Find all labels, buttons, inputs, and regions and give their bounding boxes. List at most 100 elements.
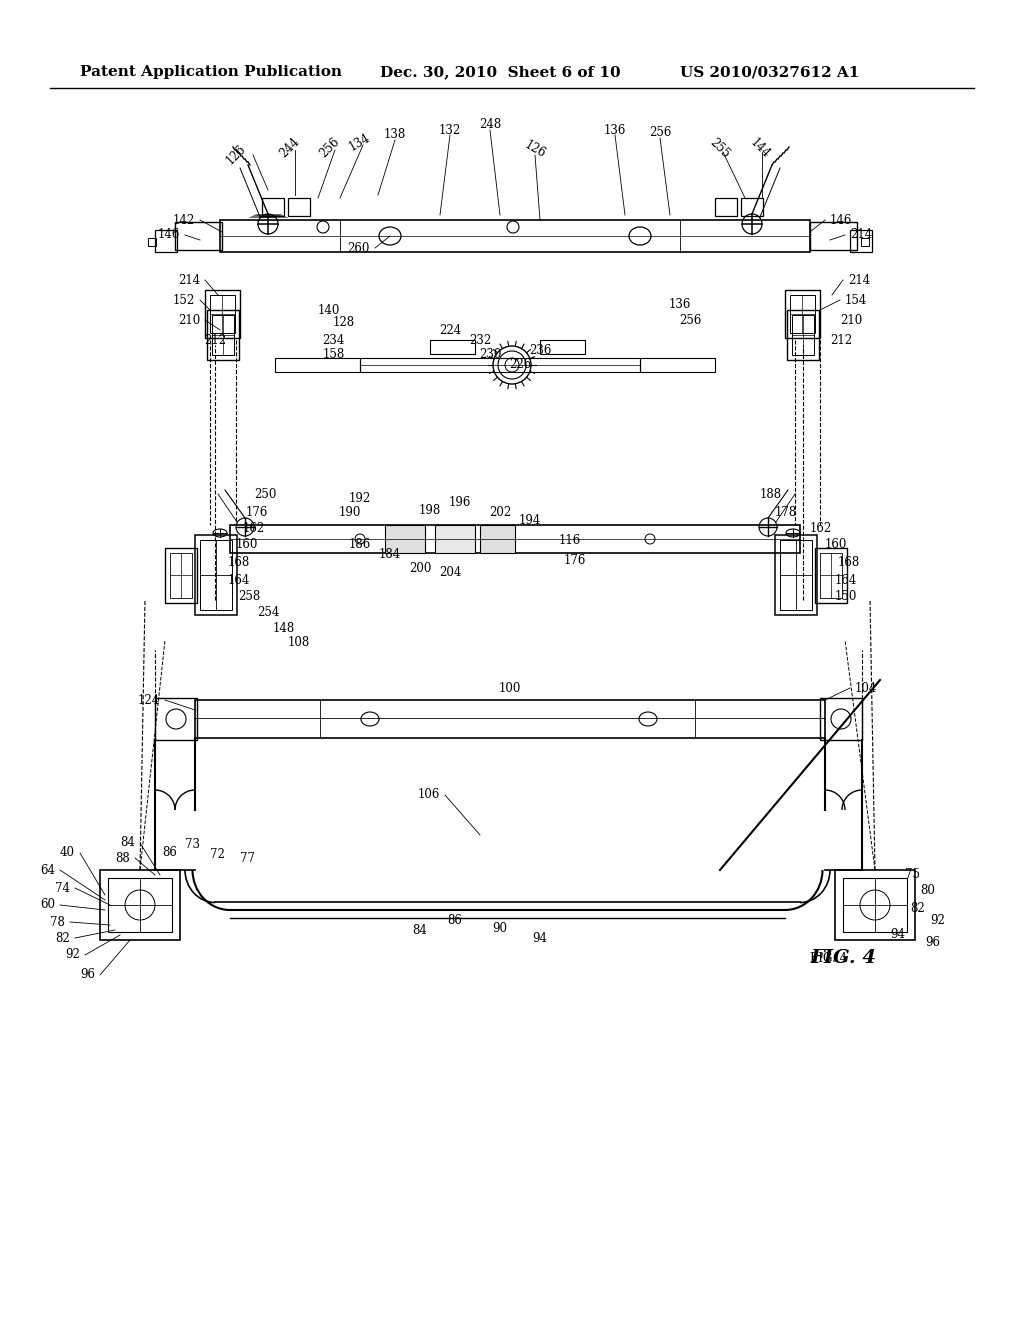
Text: 164: 164: [227, 573, 250, 586]
Bar: [100, 870, 180, 940]
Text: 126: 126: [522, 139, 548, 161]
Bar: [835, 870, 915, 940]
Bar: [148, 238, 156, 246]
Text: 94: 94: [532, 932, 548, 945]
Text: 92: 92: [66, 949, 80, 961]
Text: 90: 90: [493, 921, 508, 935]
Bar: [288, 198, 310, 216]
Text: 88: 88: [116, 851, 130, 865]
Text: Dec. 30, 2010  Sheet 6 of 10: Dec. 30, 2010 Sheet 6 of 10: [380, 65, 621, 79]
Text: 212: 212: [830, 334, 852, 346]
Bar: [787, 310, 819, 360]
Text: 108: 108: [288, 635, 310, 648]
Bar: [275, 358, 360, 372]
Bar: [810, 222, 857, 249]
Text: 214: 214: [848, 273, 870, 286]
Text: 194: 194: [519, 513, 542, 527]
Text: 148: 148: [272, 622, 295, 635]
Bar: [262, 198, 284, 216]
Text: 116: 116: [559, 533, 582, 546]
Text: 204: 204: [439, 566, 461, 579]
Bar: [850, 230, 872, 252]
Text: 75: 75: [905, 869, 920, 882]
Bar: [205, 290, 240, 338]
Text: 72: 72: [210, 849, 225, 862]
Text: 158: 158: [323, 348, 345, 362]
Bar: [775, 535, 817, 615]
Text: 256: 256: [679, 314, 701, 326]
Bar: [640, 358, 715, 372]
Text: 73: 73: [185, 838, 200, 851]
Text: 230: 230: [479, 348, 501, 362]
Bar: [155, 230, 177, 252]
Bar: [385, 525, 425, 553]
Text: FIG. 4: FIG. 4: [810, 949, 876, 968]
Text: 198: 198: [419, 503, 441, 516]
Text: 138: 138: [384, 128, 407, 141]
Text: 100: 100: [499, 681, 521, 694]
Text: 184: 184: [379, 549, 401, 561]
Text: 255: 255: [708, 136, 732, 161]
Text: 96: 96: [80, 969, 95, 982]
Bar: [200, 540, 232, 610]
Text: 84: 84: [120, 837, 135, 850]
Text: 40: 40: [60, 846, 75, 859]
Text: 236: 236: [528, 343, 551, 356]
Bar: [165, 548, 197, 603]
Text: 248: 248: [479, 119, 501, 132]
Text: 82: 82: [55, 932, 70, 945]
Text: 200: 200: [409, 561, 431, 574]
Text: 136: 136: [604, 124, 627, 136]
Text: 160: 160: [236, 539, 258, 552]
Text: 80: 80: [920, 883, 935, 896]
Text: Patent Application Publication: Patent Application Publication: [80, 65, 342, 79]
Text: 212: 212: [204, 334, 226, 346]
Text: 82: 82: [910, 902, 925, 915]
Text: 210: 210: [178, 314, 200, 326]
Text: 60: 60: [40, 899, 55, 912]
Text: 152: 152: [173, 293, 195, 306]
Bar: [170, 553, 193, 598]
Text: 258: 258: [238, 590, 260, 602]
Text: 146: 146: [830, 214, 852, 227]
Text: 94: 94: [890, 928, 905, 941]
Bar: [212, 315, 234, 355]
Text: 192: 192: [349, 491, 371, 504]
Text: 250: 250: [254, 488, 276, 502]
Text: 214: 214: [850, 228, 872, 242]
Text: 168: 168: [227, 556, 250, 569]
Text: 162: 162: [243, 521, 265, 535]
Text: 146: 146: [158, 228, 180, 242]
Bar: [820, 698, 862, 741]
Text: 96: 96: [925, 936, 940, 949]
Text: 142: 142: [173, 214, 195, 227]
Text: 134: 134: [347, 131, 373, 153]
Text: 234: 234: [323, 334, 345, 346]
Text: 176: 176: [246, 507, 268, 520]
Text: 144: 144: [748, 136, 772, 161]
Text: FIG. 4: FIG. 4: [810, 952, 847, 965]
Bar: [435, 525, 475, 553]
Text: 202: 202: [488, 506, 511, 519]
Text: 104: 104: [855, 681, 878, 694]
Text: 244: 244: [278, 136, 302, 161]
Bar: [430, 341, 475, 354]
Bar: [792, 315, 814, 355]
Text: 78: 78: [50, 916, 65, 928]
Text: US 2010/0327612 A1: US 2010/0327612 A1: [680, 65, 859, 79]
Bar: [790, 294, 815, 333]
Text: 232: 232: [469, 334, 492, 346]
Bar: [540, 341, 585, 354]
Text: 124: 124: [138, 693, 160, 706]
Text: 154: 154: [845, 293, 867, 306]
Bar: [741, 198, 763, 216]
Bar: [820, 553, 842, 598]
Text: 178: 178: [775, 507, 798, 520]
Text: 106: 106: [418, 788, 440, 801]
Bar: [785, 290, 820, 338]
Bar: [195, 535, 237, 615]
Text: 140: 140: [317, 304, 340, 317]
Text: 256: 256: [317, 136, 342, 161]
Text: 86: 86: [447, 913, 463, 927]
Bar: [815, 548, 847, 603]
